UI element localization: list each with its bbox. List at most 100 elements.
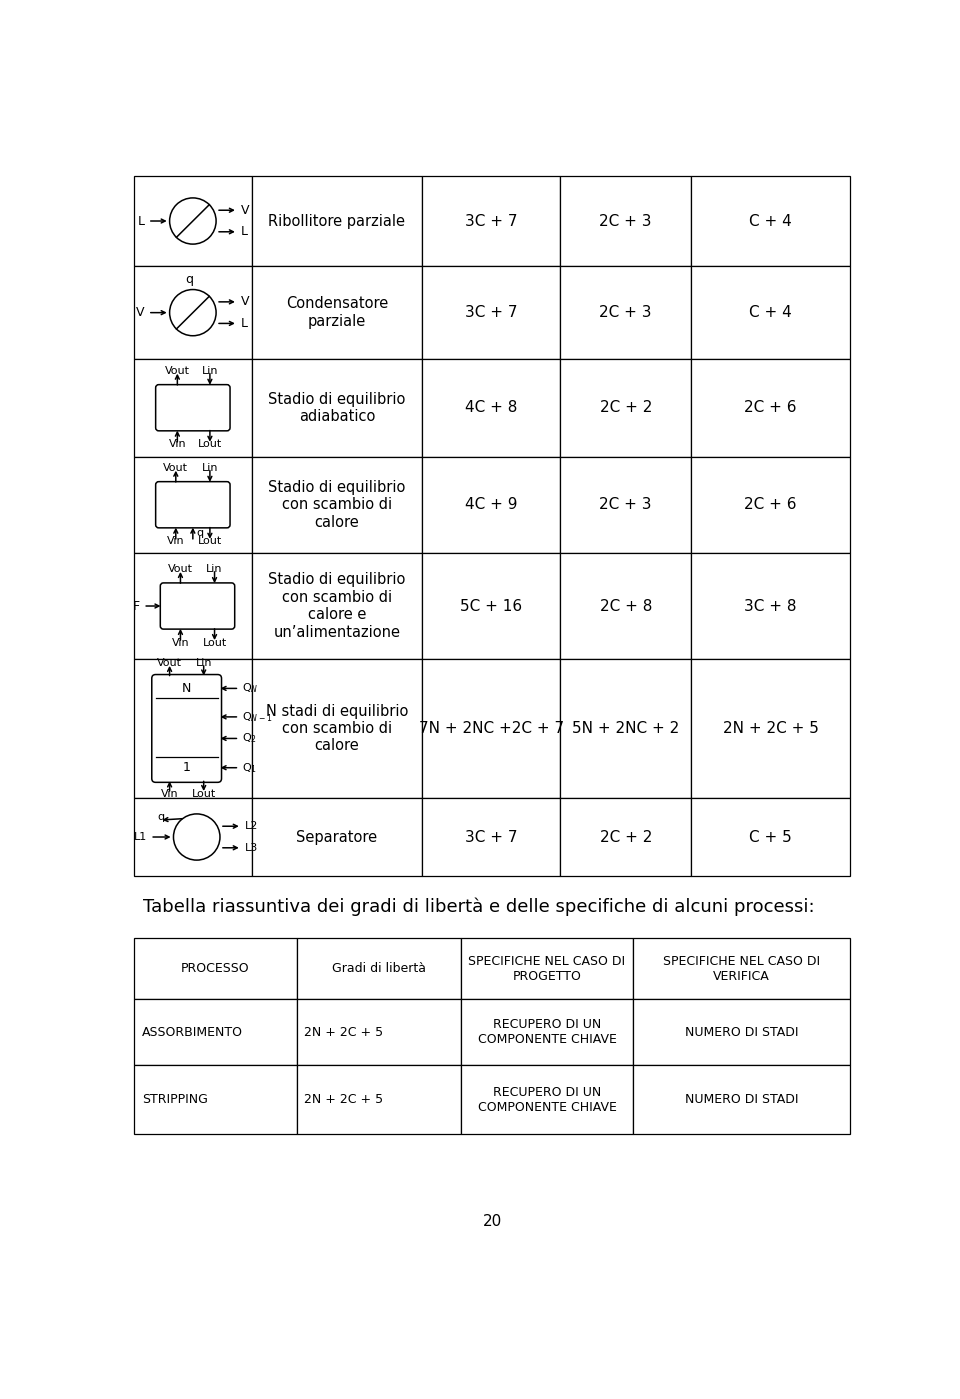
Text: Gradi di libertà: Gradi di libertà — [332, 963, 426, 975]
Bar — [422, 797, 561, 876]
Bar — [134, 553, 252, 659]
Bar — [134, 358, 252, 456]
Text: 4C + 9: 4C + 9 — [465, 497, 517, 512]
Bar — [691, 456, 850, 553]
Text: L: L — [138, 214, 145, 228]
Text: Vout: Vout — [165, 367, 190, 376]
Bar — [422, 659, 561, 797]
Text: Q$_N$: Q$_N$ — [242, 681, 258, 695]
Bar — [561, 456, 691, 553]
Text: 2N + 2C + 5: 2N + 2C + 5 — [723, 720, 819, 736]
Bar — [252, 553, 422, 659]
Text: 5C + 16: 5C + 16 — [460, 599, 522, 614]
Text: 3C + 7: 3C + 7 — [465, 830, 517, 845]
Text: 2N + 2C + 5: 2N + 2C + 5 — [304, 1093, 384, 1107]
Bar — [422, 266, 561, 358]
Text: SPECIFICHE NEL CASO DI
VERIFICA: SPECIFICHE NEL CASO DI VERIFICA — [663, 954, 820, 982]
Bar — [422, 553, 561, 659]
Text: 5N + 2NC + 2: 5N + 2NC + 2 — [572, 720, 680, 736]
Text: STRIPPING: STRIPPING — [142, 1093, 207, 1107]
Text: Lout: Lout — [198, 536, 222, 547]
FancyBboxPatch shape — [160, 583, 234, 630]
Text: Stadio di equilibrio
adiabatico: Stadio di equilibrio adiabatico — [268, 392, 406, 424]
Text: ASSORBIMENTO: ASSORBIMENTO — [142, 1025, 243, 1038]
Bar — [691, 659, 850, 797]
Text: Vin: Vin — [172, 638, 189, 648]
Text: Q$_1$: Q$_1$ — [242, 761, 256, 775]
Text: L: L — [241, 225, 248, 238]
Text: 2C + 6: 2C + 6 — [744, 497, 797, 512]
Text: Ribollitore parziale: Ribollitore parziale — [269, 214, 405, 228]
Bar — [633, 1065, 850, 1135]
Text: C + 5: C + 5 — [749, 830, 792, 845]
Text: Vout: Vout — [168, 564, 193, 575]
Text: 3C + 7: 3C + 7 — [465, 214, 517, 228]
Text: Vin: Vin — [160, 789, 179, 799]
Bar — [134, 937, 297, 999]
Bar — [561, 659, 691, 797]
Bar — [461, 937, 633, 999]
Bar — [691, 553, 850, 659]
Text: Separatore: Separatore — [297, 830, 377, 845]
Bar — [134, 1065, 297, 1135]
Bar — [134, 999, 297, 1065]
Bar — [561, 266, 691, 358]
Text: 1: 1 — [182, 761, 191, 774]
Text: q: q — [185, 273, 194, 287]
Bar — [252, 358, 422, 456]
Text: NUMERO DI STADI: NUMERO DI STADI — [684, 1025, 799, 1038]
FancyBboxPatch shape — [156, 385, 230, 431]
Text: 2C + 3: 2C + 3 — [599, 214, 652, 228]
Bar — [134, 176, 252, 266]
Bar — [297, 999, 461, 1065]
Text: 20: 20 — [482, 1214, 502, 1228]
Bar — [252, 797, 422, 876]
Text: RECUPERO DI UN
COMPONENTE CHIAVE: RECUPERO DI UN COMPONENTE CHIAVE — [477, 1018, 616, 1046]
Bar — [297, 1065, 461, 1135]
Bar — [297, 937, 461, 999]
Bar — [252, 456, 422, 553]
Text: Vin: Vin — [167, 536, 184, 547]
Text: Vout: Vout — [163, 463, 188, 473]
Bar — [422, 176, 561, 266]
Text: C + 4: C + 4 — [749, 305, 792, 320]
Bar — [252, 266, 422, 358]
Text: 2C + 3: 2C + 3 — [599, 497, 652, 512]
Bar — [252, 659, 422, 797]
Bar — [633, 999, 850, 1065]
Text: 2C + 6: 2C + 6 — [744, 400, 797, 416]
Text: NUMERO DI STADI: NUMERO DI STADI — [684, 1093, 799, 1107]
Text: 3C + 8: 3C + 8 — [744, 599, 797, 614]
Bar — [691, 266, 850, 358]
Text: Q$_{N-1}$: Q$_{N-1}$ — [242, 709, 272, 723]
Bar — [134, 456, 252, 553]
Bar — [561, 553, 691, 659]
Bar — [691, 176, 850, 266]
Text: Condensatore
parziale: Condensatore parziale — [286, 297, 388, 329]
Text: C + 4: C + 4 — [749, 214, 792, 228]
Text: 4C + 8: 4C + 8 — [465, 400, 517, 416]
Text: Vout: Vout — [157, 659, 182, 669]
Text: Stadio di equilibrio
con scambio di
calore: Stadio di equilibrio con scambio di calo… — [268, 480, 406, 530]
Bar — [691, 358, 850, 456]
Text: 2N + 2C + 5: 2N + 2C + 5 — [304, 1025, 384, 1038]
Bar — [561, 358, 691, 456]
Bar — [252, 176, 422, 266]
Bar — [691, 797, 850, 876]
Bar — [461, 1065, 633, 1135]
Text: Lout: Lout — [203, 638, 227, 648]
Text: Tabella riassuntiva dei gradi di libertà e delle specifiche di alcuni processi:: Tabella riassuntiva dei gradi di libertà… — [143, 898, 815, 916]
Text: Lin: Lin — [202, 367, 218, 376]
Text: V: V — [136, 306, 145, 319]
Bar — [134, 797, 252, 876]
Bar — [134, 659, 252, 797]
Bar — [134, 266, 252, 358]
FancyBboxPatch shape — [156, 481, 230, 527]
Bar — [422, 456, 561, 553]
Text: V: V — [241, 295, 250, 308]
Text: 3C + 7: 3C + 7 — [465, 305, 517, 320]
Bar — [561, 797, 691, 876]
Text: N stadi di equilibrio
con scambio di
calore: N stadi di equilibrio con scambio di cal… — [266, 704, 408, 753]
Bar — [561, 176, 691, 266]
Text: 2C + 2: 2C + 2 — [599, 400, 652, 416]
